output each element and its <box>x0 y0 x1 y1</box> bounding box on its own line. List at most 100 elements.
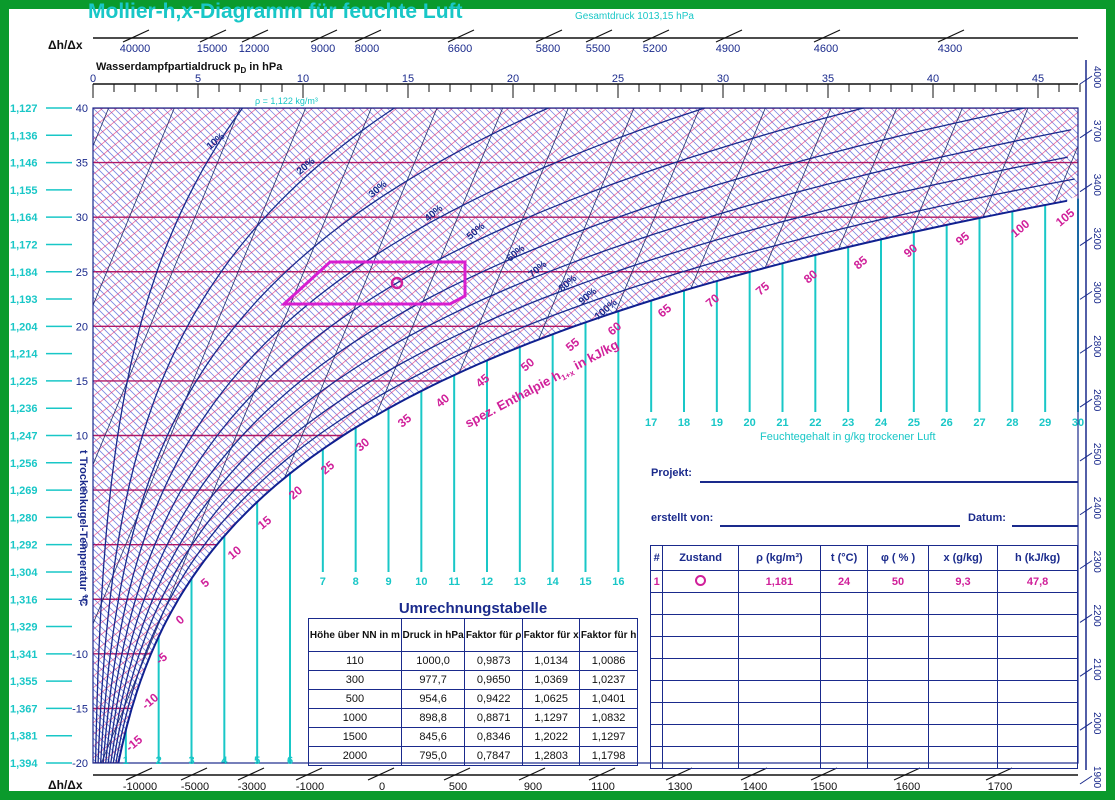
temperature-tick-label: 40 <box>76 103 88 115</box>
table-cell[interactable] <box>819 636 869 659</box>
vapor-pressure-tick-label: 0 <box>90 73 96 85</box>
table-cell[interactable] <box>662 680 739 703</box>
created-by-field[interactable] <box>720 525 960 527</box>
table-cell[interactable] <box>737 614 821 637</box>
table-cell[interactable] <box>737 746 821 769</box>
table-cell[interactable] <box>927 724 999 747</box>
table-cell[interactable]: 1,181 <box>737 570 821 593</box>
rh-curve <box>94 107 244 764</box>
density-tick-label: 1,329 <box>10 622 38 634</box>
moisture-tick-label: 22 <box>809 417 821 429</box>
table-cell[interactable]: 24 <box>819 570 869 593</box>
table-cell[interactable] <box>997 702 1078 725</box>
dh-dx-top-tick-label: 15000 <box>197 43 228 55</box>
table-cell[interactable] <box>997 724 1078 747</box>
dh-dx-bottom-tick-label: 1700 <box>988 781 1012 793</box>
table-cell[interactable] <box>927 680 999 703</box>
table-cell[interactable] <box>997 636 1078 659</box>
enthalpy-tick-label: 10 <box>225 543 244 563</box>
table-cell[interactable] <box>662 636 739 659</box>
table-cell[interactable]: 9,3 <box>927 570 999 593</box>
table-cell[interactable] <box>819 614 869 637</box>
right-axis-tick-label: 2400 <box>1091 497 1102 520</box>
table-cell[interactable] <box>662 724 739 747</box>
table-cell[interactable] <box>927 658 999 681</box>
table-cell[interactable] <box>927 614 999 637</box>
table-cell[interactable] <box>649 680 664 703</box>
table-cell[interactable] <box>662 746 739 769</box>
table-cell: 1,1297 <box>579 727 638 747</box>
table-cell[interactable] <box>737 724 821 747</box>
table-cell[interactable] <box>997 680 1078 703</box>
table-cell[interactable] <box>737 658 821 681</box>
table-cell[interactable] <box>819 724 869 747</box>
table-cell[interactable] <box>867 614 929 637</box>
table-cell[interactable] <box>662 658 739 681</box>
state-table-header: x (g/kg) <box>927 545 999 571</box>
table-cell[interactable] <box>867 636 929 659</box>
table-cell[interactable] <box>649 658 664 681</box>
table-cell[interactable] <box>867 592 929 615</box>
dh-dx-bottom-tick-label: 1500 <box>813 781 837 793</box>
enthalpy-tick-label: 90 <box>901 241 920 261</box>
table-cell[interactable] <box>867 724 929 747</box>
rh-label: 60% <box>505 243 527 264</box>
table-cell[interactable] <box>867 680 929 703</box>
table-cell[interactable] <box>819 746 869 769</box>
table-cell[interactable] <box>927 592 999 615</box>
table-cell[interactable] <box>737 592 821 615</box>
table-cell[interactable] <box>997 614 1078 637</box>
table-cell[interactable] <box>649 614 664 637</box>
table-cell: 300 <box>308 670 402 690</box>
table-cell[interactable] <box>737 680 821 703</box>
table-cell[interactable] <box>737 636 821 659</box>
table-cell[interactable] <box>867 658 929 681</box>
table-cell: 1,2803 <box>522 746 581 766</box>
moisture-tick-label: 3 <box>188 755 194 767</box>
table-cell[interactable] <box>927 746 999 769</box>
table-cell[interactable] <box>649 592 664 615</box>
table-cell[interactable] <box>662 614 739 637</box>
density-tick-label: 1,355 <box>10 676 38 688</box>
enthalpy-tick-label: 25 <box>318 458 337 478</box>
table-cell[interactable] <box>867 702 929 725</box>
dh-dx-bottom-tick <box>985 767 1013 781</box>
table-cell[interactable] <box>927 702 999 725</box>
moisture-tick-label: 2 <box>156 755 162 767</box>
table-cell[interactable] <box>649 636 664 659</box>
moisture-tick-label: 7 <box>320 576 326 588</box>
table-cell[interactable] <box>997 658 1078 681</box>
dh-dx-bottom-tick <box>665 767 693 781</box>
table-cell[interactable]: 1 <box>649 570 664 593</box>
vapor-pressure-tick-label: 35 <box>822 73 834 85</box>
table-cell[interactable] <box>819 658 869 681</box>
right-axis-tick <box>1079 129 1093 139</box>
dh-dx-top-tick-label: 4600 <box>814 43 838 55</box>
table-row <box>649 636 1078 659</box>
table-cell[interactable] <box>867 746 929 769</box>
table-cell[interactable] <box>662 592 739 615</box>
table-cell[interactable] <box>649 724 664 747</box>
table-cell: 1500 <box>308 727 402 747</box>
date-field[interactable] <box>1012 525 1078 527</box>
table-cell[interactable]: 47,8 <box>997 570 1078 593</box>
vapor-pressure-tick-label: 40 <box>927 73 939 85</box>
dh-dx-top-tick <box>715 29 743 43</box>
temperature-tick-label: -15 <box>72 703 88 715</box>
table-cell[interactable] <box>927 636 999 659</box>
table-cell[interactable] <box>819 680 869 703</box>
table-cell[interactable] <box>819 592 869 615</box>
dh-dx-bottom-tick-label: -1000 <box>296 781 324 793</box>
table-cell[interactable] <box>662 702 739 725</box>
table-row <box>649 746 1078 769</box>
table-cell[interactable]: 50 <box>867 570 929 593</box>
table-cell[interactable] <box>997 592 1078 615</box>
moisture-tick-label: 13 <box>514 576 526 588</box>
table-cell[interactable] <box>662 570 739 593</box>
table-cell[interactable] <box>997 746 1078 769</box>
table-cell[interactable] <box>649 702 664 725</box>
table-cell[interactable] <box>737 702 821 725</box>
project-field[interactable] <box>700 481 1078 483</box>
table-cell[interactable] <box>649 746 664 769</box>
table-cell[interactable] <box>819 702 869 725</box>
